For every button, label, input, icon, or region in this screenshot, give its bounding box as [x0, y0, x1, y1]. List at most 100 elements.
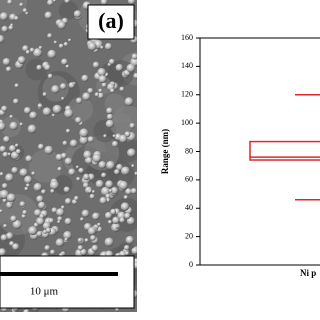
- particle: [23, 309, 30, 312]
- particle: [89, 193, 95, 200]
- particle: [37, 143, 44, 150]
- scale-bar-box: [0, 255, 135, 309]
- particle: [47, 49, 57, 59]
- y-tick-label: 140: [181, 61, 193, 70]
- particle: [82, 92, 91, 101]
- particle: [38, 201, 46, 209]
- particle: [38, 45, 43, 50]
- particle: [84, 238, 89, 243]
- particle: [120, 202, 130, 211]
- particle: [100, 45, 104, 50]
- particle: [120, 166, 130, 176]
- particle: [10, 215, 17, 222]
- particle: [104, 237, 114, 247]
- particle: [44, 145, 54, 155]
- particle: [123, 244, 130, 251]
- particle: [106, 160, 115, 170]
- particle: [73, 10, 82, 18]
- particle: [0, 234, 8, 242]
- chart: 0 20 40 60 80 100 120 140 160 Range (nm) Ni p: [160, 33, 320, 278]
- particle: [64, 157, 73, 166]
- particle: [68, 168, 76, 176]
- particle: [14, 83, 19, 88]
- particle: [12, 98, 19, 105]
- particle: [100, 0, 108, 6]
- particle: [5, 173, 14, 182]
- particle: [52, 104, 62, 114]
- particle: [110, 208, 117, 215]
- particle: [106, 113, 114, 120]
- particle: [105, 197, 111, 203]
- particle: [19, 201, 26, 207]
- particle: [61, 58, 68, 66]
- particle: [42, 92, 47, 97]
- grain-shade: [58, 0, 78, 20]
- particle: [28, 226, 38, 236]
- particle: [9, 114, 14, 119]
- particle: [73, 195, 79, 201]
- particle: [2, 151, 9, 158]
- particle: [61, 96, 65, 101]
- particle: [25, 49, 30, 55]
- particle: [31, 171, 36, 176]
- particle: [1, 25, 9, 33]
- x-tick-label: Ni p: [300, 268, 316, 278]
- particle: [3, 223, 8, 228]
- particle: [33, 182, 42, 192]
- particle: [0, 12, 9, 21]
- particle: [57, 216, 63, 222]
- particle: [104, 211, 113, 220]
- y-tick-label: 120: [181, 90, 193, 99]
- y-tick-label: 80: [185, 146, 193, 155]
- particle: [75, 97, 83, 104]
- particle: [76, 176, 81, 181]
- particle: [81, 74, 89, 82]
- particle: [68, 38, 72, 42]
- y-tick-label: 20: [185, 231, 193, 240]
- particle: [125, 188, 132, 195]
- particle: [108, 188, 113, 193]
- particle: [87, 227, 97, 236]
- particle: [14, 16, 19, 21]
- particle: [127, 148, 136, 158]
- particle: [9, 121, 18, 131]
- particle: [123, 195, 128, 200]
- particle: [83, 173, 90, 181]
- particle: [115, 225, 119, 229]
- particle: [50, 249, 56, 255]
- grain-shade: [25, 58, 48, 81]
- panel-label: (a): [98, 8, 124, 33]
- particle: [22, 8, 28, 13]
- particle: [77, 237, 83, 243]
- particle: [37, 103, 43, 109]
- particle: [24, 186, 29, 191]
- particle: [19, 122, 23, 126]
- particle: [60, 205, 65, 210]
- particle: [29, 47, 35, 53]
- particle: [75, 116, 82, 124]
- particle: [1, 183, 8, 189]
- y-tick-label: 0: [189, 260, 193, 269]
- y-tick-label: 100: [181, 118, 193, 127]
- particle: [22, 45, 29, 52]
- particle: [0, 209, 3, 213]
- y-tick-label: 60: [185, 175, 193, 184]
- particle: [82, 182, 89, 189]
- particle: [98, 161, 107, 169]
- particle: [51, 85, 60, 94]
- grain-shade: [28, 149, 63, 183]
- particle: [130, 187, 137, 195]
- particle: [57, 166, 62, 172]
- particle: [25, 155, 33, 163]
- particle: [110, 186, 119, 195]
- particle: [68, 82, 75, 89]
- particle: [119, 86, 125, 92]
- particle: [103, 134, 107, 138]
- particle: [45, 227, 52, 233]
- particle: [64, 237, 68, 242]
- particle: [22, 210, 28, 215]
- particle: [108, 58, 115, 65]
- particle: [1, 105, 8, 112]
- particle: [98, 88, 103, 93]
- box: [249, 140, 320, 161]
